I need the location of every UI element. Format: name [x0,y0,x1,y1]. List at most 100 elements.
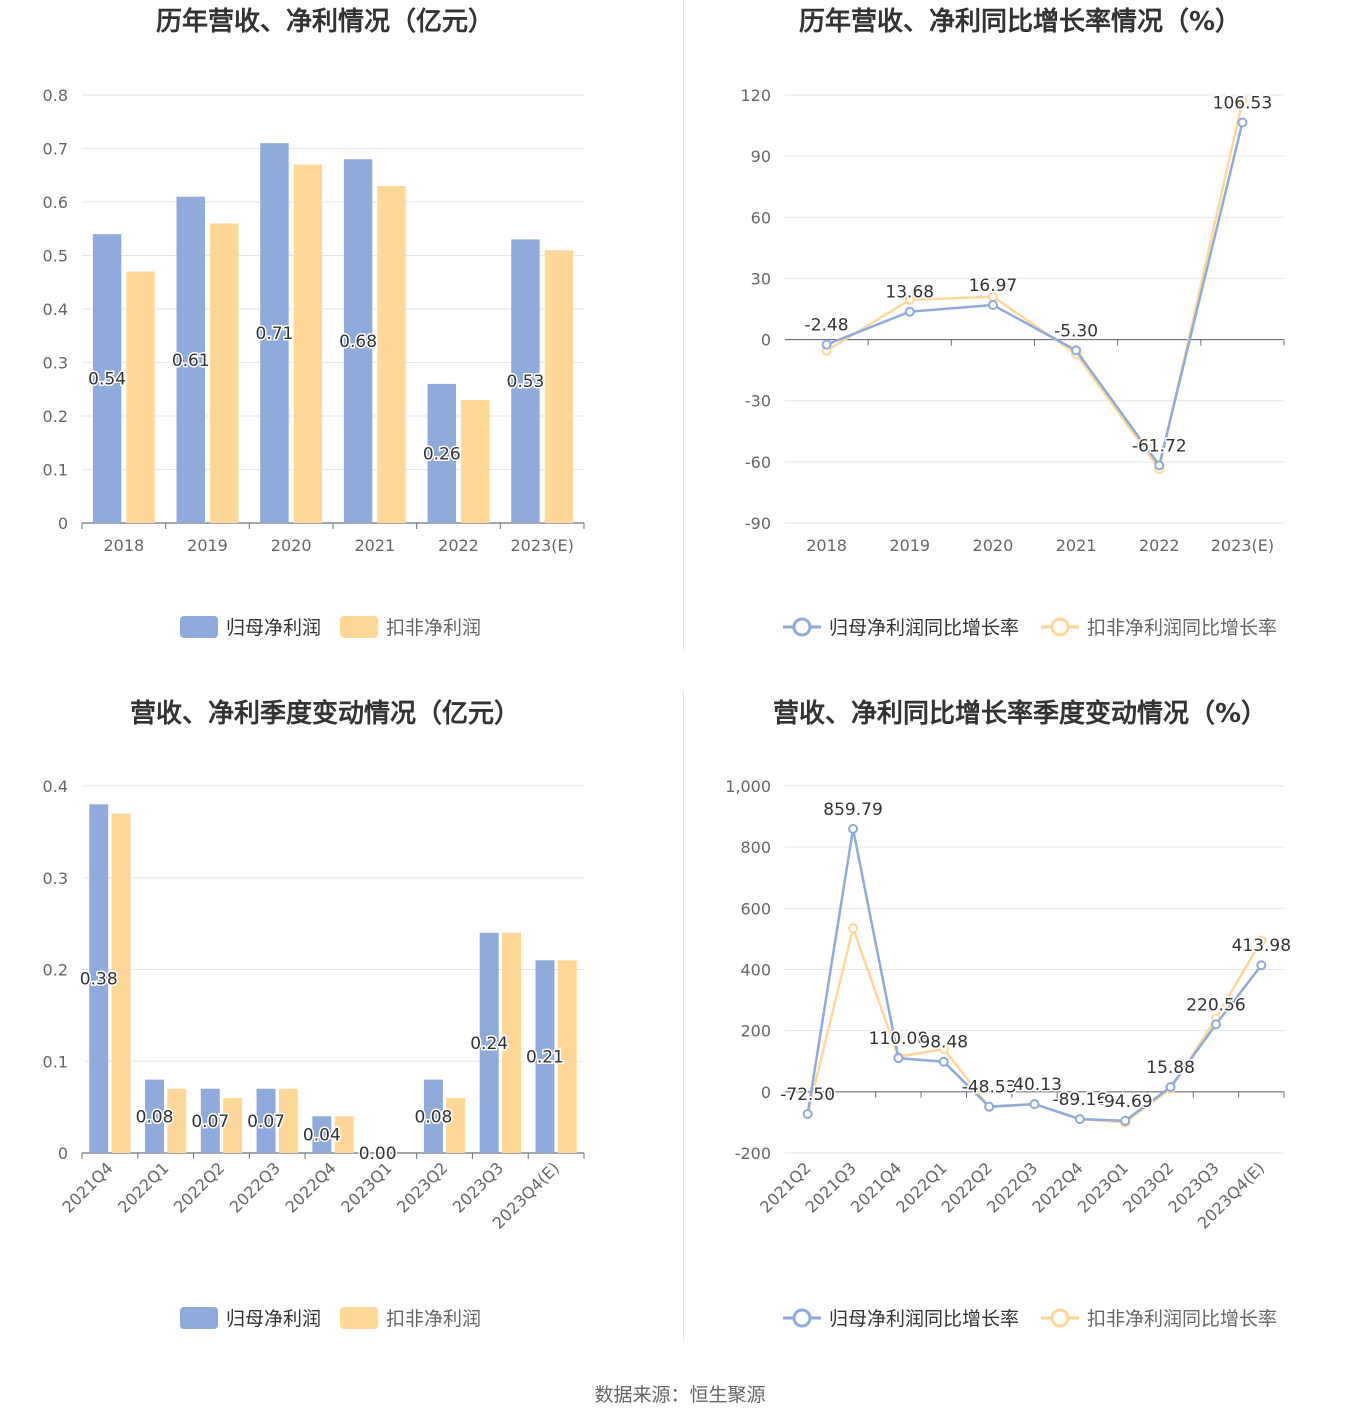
bar-parent-net-profit [312,1116,332,1153]
data-label: 0.54 [88,370,126,390]
data-label: 15.88 [1146,1058,1195,1078]
bar-deducted-net-profit [461,399,490,523]
data-label: 110.08 [869,1029,928,1049]
legend-swatch [180,616,218,638]
point-parent-growth [1154,460,1165,471]
x-tick-label: 2023Q3 [449,1158,507,1216]
point-parent-growth [1074,1114,1085,1125]
chart-annual-profit: 历年营收、净利情况（亿元） 0 0.1 0.2 0.3 0.4 0.5 0.6 0.7 0.8 20… [0,0,680,690]
point-parent-growth [1120,1115,1131,1126]
bar-deducted-net-profit [126,271,155,523]
legend-marker [1050,617,1070,637]
data-label: 0.07 [191,1112,229,1132]
y-tick-label: 0.4 [43,777,68,796]
x-tick-label: 2019 [187,536,228,555]
chart-title: 历年营收、净利同比增长率情况（%） [799,6,1241,37]
data-label: 106.53 [1213,93,1272,113]
x-tick-label: 2018 [103,536,144,555]
point-parent-growth [1165,1081,1176,1092]
y-tick-label: 0.1 [43,461,68,480]
data-label: 220.56 [1186,995,1245,1015]
bar-parent-net-profit [145,1079,164,1153]
y-tick-label: 0.2 [43,407,68,426]
point-parent-growth [987,299,998,310]
data-label: 0.26 [423,444,461,464]
bar-deducted-net-profit [210,223,239,523]
chart-annual-profit-svg: 历年营收、净利情况（亿元） 0 0.1 0.2 0.3 0.4 0.5 0.6 0.7 0.8 20… [43,6,585,639]
legend-label: 扣非净利润 [386,617,481,639]
x-tick-label: 2022 [1139,536,1180,555]
bar-deducted-net-profit [223,1097,243,1153]
bar-parent-net-profit [427,383,456,523]
bar-deducted-net-profit [502,932,521,1153]
data-label: 0.07 [247,1112,285,1132]
bar-parent-net-profit [200,1088,220,1153]
bar-deducted-net-profit [167,1088,187,1153]
legend-marker [792,1308,812,1328]
x-tick-label: 2023Q2 [393,1158,451,1216]
y-tick-label: 0.2 [43,961,68,980]
data-label: 0.53 [507,372,545,392]
legend-swatch [340,616,378,638]
y-tick-label: 600 [740,899,771,918]
bar-deducted-net-profit [446,1097,466,1153]
data-source-note: 数据来源：恒生聚源 [594,1384,766,1406]
bar-parent-net-profit [479,932,499,1153]
y-tick-label: 0.5 [43,247,68,266]
data-label: 16.97 [969,276,1018,296]
data-label: 0.04 [303,1126,341,1146]
point-parent-growth [848,823,859,834]
y-tick-label: 0.7 [43,140,68,159]
x-tick-label: 2022Q4 [281,1158,339,1216]
bar-deducted-net-profit [293,164,323,524]
data-label: -40.13 [1007,1075,1062,1095]
chart-title: 营收、净利同比增长率季度变动情况（%） [773,698,1267,729]
x-tick-label: 2023(E) [1211,536,1274,555]
x-tick-label: 2021 [1056,536,1097,555]
y-tick-label: -200 [735,1144,771,1163]
x-tick-label: 2022 [438,536,479,555]
data-label: 0.38 [80,970,118,990]
data-label: -72.50 [780,1085,835,1105]
point-deducted-growth [904,294,915,305]
panel-divider-top [683,0,684,650]
legend-label: 归母净利润 [226,1308,321,1330]
bar-parent-net-profit [92,234,122,523]
data-label: 413.98 [1232,936,1291,956]
data-label: -48.53 [962,1078,1017,1098]
bar-deducted-net-profit [377,185,406,523]
data-label: -61.72 [1132,436,1187,456]
point-parent-growth [802,1109,813,1120]
point-parent-growth [821,339,832,350]
point-deducted-growth [938,1044,949,1055]
data-label: 13.68 [885,283,934,303]
data-label: 0.08 [136,1107,174,1127]
x-tick-label: 2021 [354,536,395,555]
legend-label: 归母净利润同比增长率 [829,1308,1019,1330]
bar-deducted-net-profit [111,813,131,1153]
legend-label: 扣非净利润同比增长率 [1087,1308,1277,1330]
data-label: 859.79 [823,800,882,820]
legend-label: 归母净利润 [226,617,321,639]
y-tick-label: 90 [751,147,771,166]
bar-parent-net-profit [535,960,555,1153]
point-parent-growth [1237,117,1248,128]
data-label: -94.69 [1098,1092,1153,1112]
bar-deducted-net-profit [334,1116,354,1153]
point-deducted-growth [1237,96,1248,107]
chart-annual-growth-svg: 历年营收、净利同比增长率情况（%） -90 -60 -30 0 30 60 90 120 2018… [740,6,1285,639]
x-tick-label: 2020 [973,536,1014,555]
chart-quarterly-profit: 营收、净利季度变动情况（亿元） 0 0.1 0.2 0.3 0.4 2021Q4 2022Q1… [0,690,680,1380]
y-tick-label: 0.3 [43,354,68,373]
bar-deducted-net-profit [544,250,574,523]
data-label: -2.48 [805,316,849,336]
panel-divider-bottom [683,690,684,1340]
data-label: 98.48 [919,1033,968,1053]
point-deducted-growth [848,923,859,934]
point-parent-growth [1210,1019,1221,1030]
bar-parent-net-profit [343,159,373,523]
legend-swatch [180,1307,218,1329]
y-tick-label: 30 [751,269,771,288]
data-label: 0.21 [526,1048,564,1068]
legend-label: 扣非净利润同比增长率 [1087,617,1277,639]
